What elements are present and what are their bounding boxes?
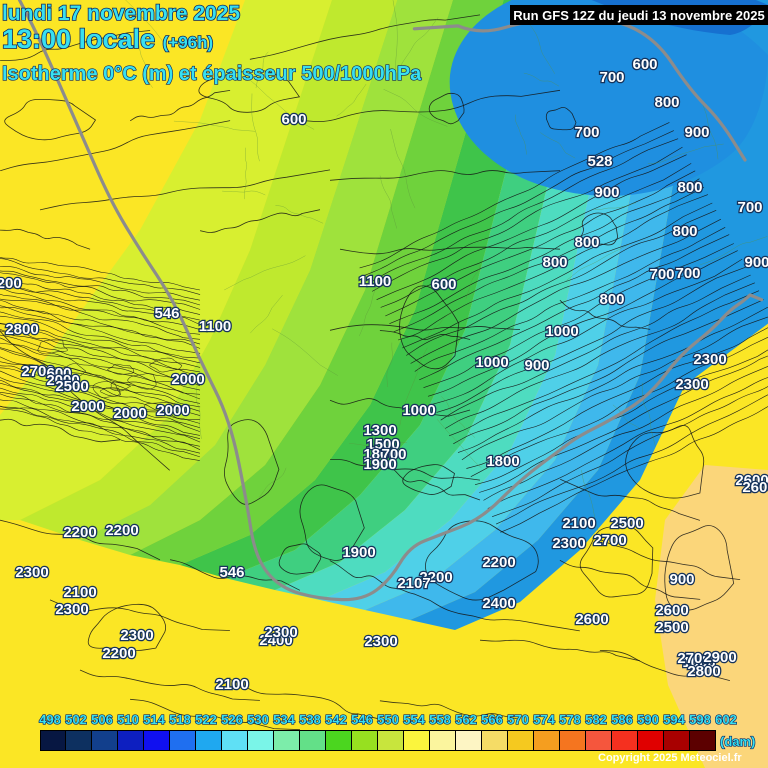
svg-text:2200: 2200	[105, 522, 138, 539]
svg-text:1100: 1100	[359, 273, 392, 290]
svg-text:1100: 1100	[199, 318, 232, 335]
svg-text:600: 600	[431, 276, 456, 293]
svg-text:2500: 2500	[655, 619, 688, 636]
svg-text:800: 800	[672, 223, 697, 240]
svg-text:800: 800	[654, 94, 679, 111]
svg-text:2200: 2200	[0, 275, 22, 292]
svg-text:546: 546	[154, 305, 179, 322]
svg-text:800: 800	[574, 234, 599, 251]
svg-text:2000: 2000	[156, 402, 189, 419]
svg-text:700: 700	[574, 124, 599, 141]
svg-text:2300: 2300	[264, 624, 297, 641]
svg-text:2300: 2300	[55, 601, 88, 618]
svg-text:2600: 2600	[655, 602, 688, 619]
svg-text:1900: 1900	[363, 456, 396, 473]
svg-text:2300: 2300	[364, 633, 397, 650]
svg-text:1000: 1000	[475, 354, 508, 371]
svg-text:2300: 2300	[15, 564, 48, 581]
svg-text:2300: 2300	[693, 351, 726, 368]
svg-text:2500: 2500	[610, 515, 643, 532]
svg-text:800: 800	[542, 254, 567, 271]
svg-text:1000: 1000	[402, 402, 435, 419]
svg-text:900: 900	[744, 254, 768, 271]
svg-text:700: 700	[737, 199, 762, 216]
svg-text:600: 600	[632, 56, 657, 73]
svg-text:2100: 2100	[63, 584, 96, 601]
svg-text:900: 900	[684, 124, 709, 141]
svg-text:900: 900	[594, 184, 619, 201]
svg-text:1800: 1800	[486, 453, 519, 470]
svg-text:700: 700	[675, 265, 700, 282]
svg-text:800: 800	[677, 179, 702, 196]
svg-text:900: 900	[524, 357, 549, 374]
svg-text:2700: 2700	[593, 532, 626, 549]
svg-text:1900: 1900	[342, 544, 375, 561]
svg-text:528: 528	[587, 153, 612, 170]
svg-text:2800: 2800	[5, 321, 38, 338]
svg-text:2600: 2600	[575, 611, 608, 628]
svg-text:1000: 1000	[545, 323, 578, 340]
svg-text:2300: 2300	[675, 376, 708, 393]
svg-text:2200: 2200	[63, 524, 96, 541]
svg-text:2100: 2100	[215, 676, 248, 693]
svg-text:2300: 2300	[552, 535, 585, 552]
svg-text:2000: 2000	[71, 398, 104, 415]
svg-text:2400: 2400	[482, 595, 515, 612]
svg-text:2107: 2107	[397, 575, 430, 592]
svg-text:900: 900	[669, 571, 694, 588]
svg-text:2000: 2000	[171, 371, 204, 388]
svg-text:546: 546	[219, 564, 244, 581]
svg-text:2500: 2500	[55, 378, 88, 395]
svg-text:700: 700	[649, 266, 674, 283]
svg-text:600: 600	[281, 111, 306, 128]
svg-text:2600: 2600	[742, 479, 768, 496]
svg-text:2300: 2300	[120, 627, 153, 644]
svg-text:2000: 2000	[113, 405, 146, 422]
svg-text:700: 700	[599, 69, 624, 86]
svg-text:2100: 2100	[562, 515, 595, 532]
svg-text:800: 800	[599, 291, 624, 308]
svg-text:2800: 2800	[687, 663, 720, 680]
svg-text:2200: 2200	[482, 554, 515, 571]
svg-text:2200: 2200	[102, 645, 135, 662]
